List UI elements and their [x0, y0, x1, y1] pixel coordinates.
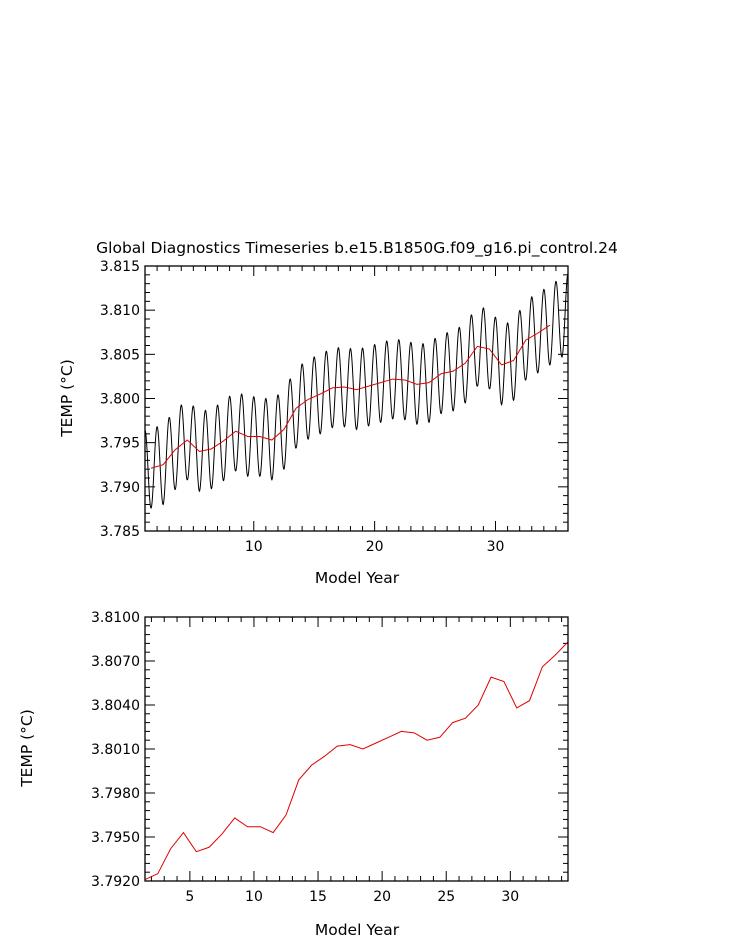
top-series-annual-mean [150, 324, 551, 469]
top-plot-frame [144, 265, 569, 532]
bottom-y-tick-label: 3.8100 [91, 610, 140, 626]
bottom-axis-ticks: 5 10 15 20 25 30 3.7920 3.7950 3.7980 3.8010 3.804… [91, 610, 568, 905]
top-y-tick-label: 3.785 [100, 524, 140, 540]
top-series [144, 273, 569, 509]
bottom-plot-frame [144, 616, 569, 882]
top-y-axis-label: TEMP (°C) [58, 359, 76, 438]
bottom-x-tick-label: 15 [309, 889, 327, 905]
bottom-x-tick-label: 10 [245, 889, 263, 905]
top-x-tick-label: 10 [245, 539, 263, 555]
bottom-series-annual-mean [144, 641, 569, 880]
bottom-x-tick-label: 20 [373, 889, 391, 905]
top-x-axis-label: Model Year [315, 569, 400, 587]
top-y-tick-label: 3.795 [100, 436, 140, 452]
top-y-tick-label: 3.815 [100, 259, 140, 275]
bottom-x-tick-label: 5 [185, 889, 194, 905]
bottom-y-tick-label: 3.8070 [91, 654, 140, 670]
top-timeseries-plot: Global Diagnostics Timeseries b.e15.B185… [58, 239, 618, 587]
bottom-y-tick-label: 3.8010 [91, 742, 140, 758]
bottom-y-tick-label: 3.8040 [91, 698, 140, 714]
bottom-x-tick-label: 30 [501, 889, 519, 905]
bottom-annual-plot: Model Year TEMP (°C) 5 10 15 20 25 30 3.7920 3.… [18, 610, 569, 939]
bottom-y-axis-label: TEMP (°C) [18, 709, 36, 788]
chart-title: Global Diagnostics Timeseries b.e15.B185… [96, 239, 618, 258]
top-y-tick-label: 3.800 [100, 392, 140, 408]
top-x-tick-label: 30 [487, 539, 505, 555]
bottom-y-tick-label: 3.7950 [91, 830, 140, 846]
top-y-tick-label: 3.810 [100, 303, 140, 319]
top-y-tick-label: 3.805 [100, 347, 140, 363]
bottom-y-tick-label: 3.7980 [91, 786, 140, 802]
top-x-tick-label: 20 [366, 539, 384, 555]
top-y-tick-label: 3.790 [100, 480, 140, 496]
bottom-x-tick-label: 25 [437, 889, 455, 905]
top-series-monthly [144, 273, 569, 509]
bottom-y-tick-label: 3.7920 [91, 874, 140, 890]
bottom-series [144, 641, 569, 880]
top-axis-ticks: 10 20 30 3.785 3.790 3.795 3.800 3.805 3.810 3.81… [100, 259, 569, 555]
bottom-x-axis-label: Model Year [315, 921, 400, 939]
